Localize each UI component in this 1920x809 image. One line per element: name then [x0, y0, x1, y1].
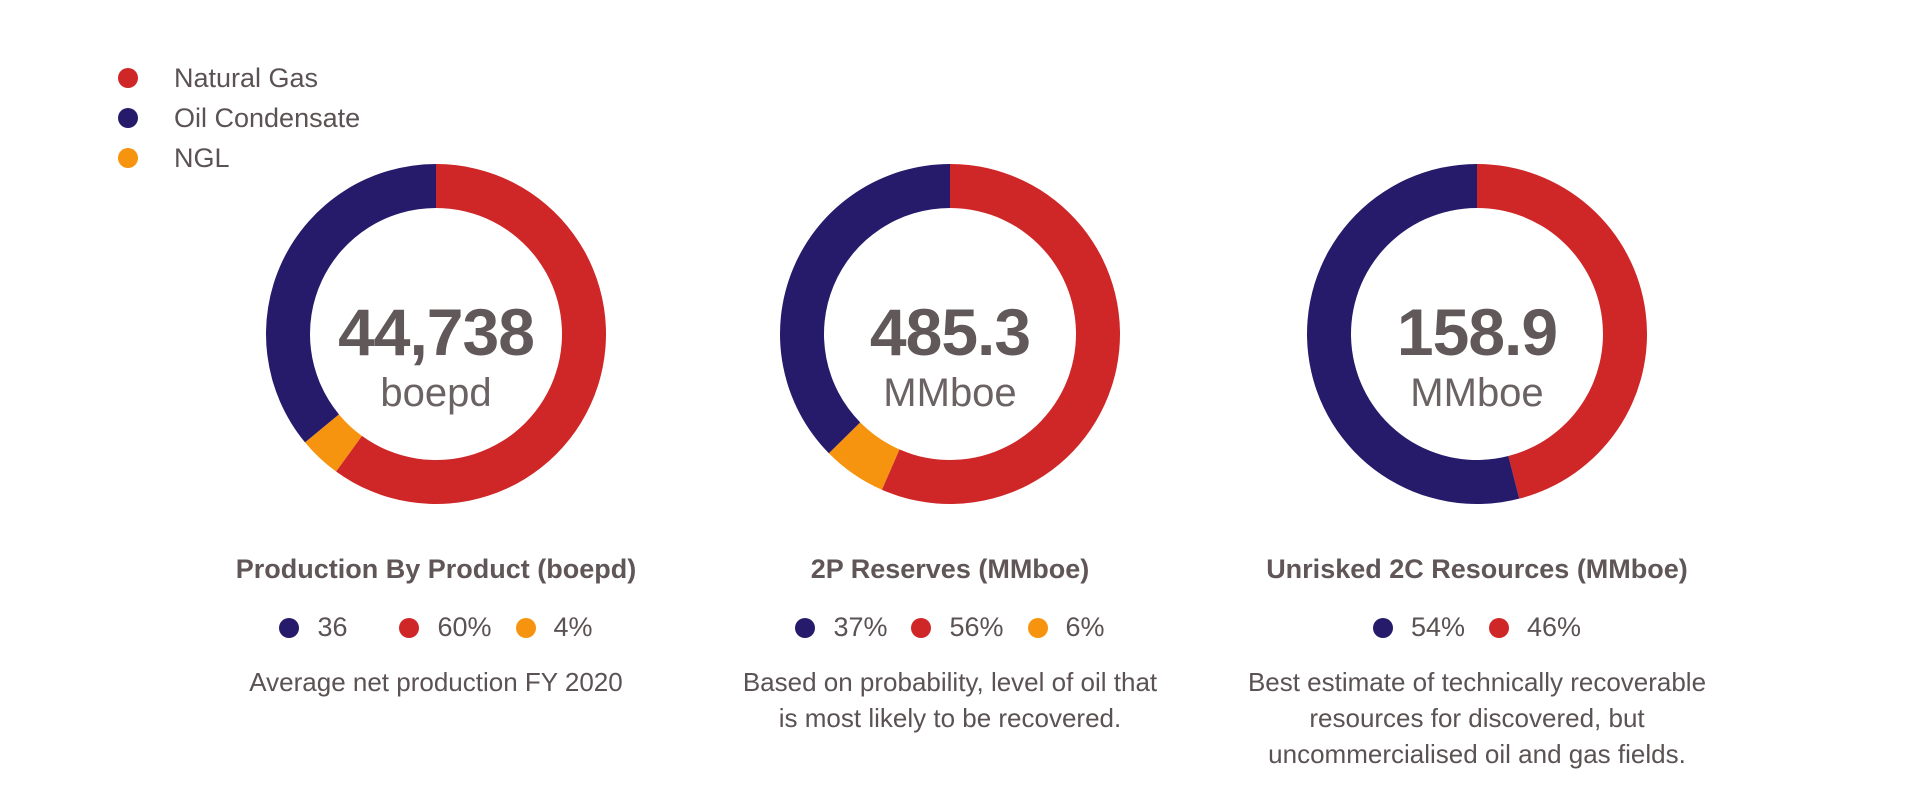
stat-item: 60%	[399, 612, 492, 643]
stat-value: 4%	[553, 612, 593, 642]
stat-swatch	[1027, 617, 1048, 638]
stats-row: 54% 46%	[1197, 612, 1757, 643]
legend-swatch	[118, 68, 138, 88]
stat-value: 54%	[1410, 612, 1465, 642]
donut-slice-oil-condensate	[266, 164, 436, 443]
panel-title: 2P Reserves (MMboe)	[810, 554, 1090, 584]
donut-chart-production	[266, 164, 606, 504]
legend-label: Oil Condensate	[174, 102, 361, 133]
donut-slice-ngl	[305, 414, 362, 472]
stat-value: 36	[317, 612, 348, 642]
donut-slice-ngl	[828, 422, 900, 490]
center-value: 158.9	[1396, 295, 1558, 369]
donut-chart-2p-reserves	[780, 164, 1120, 504]
legend-label: Natural Gas	[174, 62, 319, 93]
stat-item: 54%	[1372, 612, 1465, 643]
stat-swatch	[515, 617, 536, 638]
legend-label: NGL	[174, 142, 230, 173]
stat-swatch	[399, 617, 420, 638]
stat-item: 6%	[1027, 612, 1105, 643]
legend-swatch	[118, 148, 138, 168]
panel-description: Based on probability, level of oil that …	[742, 667, 1158, 733]
stat-item: 46%	[1489, 612, 1581, 643]
stat-swatch	[1489, 617, 1509, 638]
legend-item-oil-condensate: Oil Condensate	[118, 98, 360, 138]
stat-swatch	[911, 617, 932, 638]
panel-title: Unrisked 2C Resources (MMboe)	[1266, 554, 1688, 584]
stat-swatch	[1372, 617, 1393, 638]
stat-value: 37%	[833, 612, 888, 642]
donut-slice-natural-gas	[1477, 164, 1647, 499]
stat-swatch	[279, 617, 300, 638]
legend-item-ngl: NGL	[118, 138, 360, 178]
chart-legend: Natural Gas Oil Condensate NGL	[118, 58, 360, 178]
stat-item: 4%	[515, 612, 593, 643]
stat-value: 46%	[1527, 612, 1582, 642]
donut-slice-natural-gas	[881, 164, 1120, 504]
stats-row: 37% 56% 6%	[670, 612, 1230, 643]
panel-description: Best estimate of technically recoverable…	[1247, 667, 1707, 769]
stat-item: 56%	[911, 612, 1004, 643]
donut-chart-2c-resources	[1307, 164, 1647, 504]
stat-value: 6%	[1065, 612, 1105, 642]
legend-swatch	[118, 108, 138, 128]
center-value: 44,738	[338, 295, 535, 369]
center-value: 485.3	[869, 295, 1031, 369]
stat-item: 37%	[795, 612, 887, 643]
stat-value: 60%	[437, 612, 492, 642]
legend-item-natural-gas: Natural Gas	[118, 58, 360, 98]
donut-slice-natural-gas	[336, 164, 606, 504]
stats-row: 36 60% 4%	[156, 612, 716, 643]
donut-slice-oil-condensate	[1307, 164, 1520, 504]
center-unit: boepd	[380, 371, 492, 415]
stat-swatch	[795, 617, 816, 638]
stat-item: 36	[279, 612, 347, 643]
center-unit: MMboe	[1410, 371, 1544, 415]
center-unit: MMboe	[883, 371, 1017, 415]
panel-title: Production By Product (boepd)	[235, 554, 637, 584]
panel-description: Average net production FY 2020	[249, 667, 623, 697]
stat-value: 56%	[949, 612, 1004, 642]
donut-slice-oil-condensate	[780, 164, 950, 454]
